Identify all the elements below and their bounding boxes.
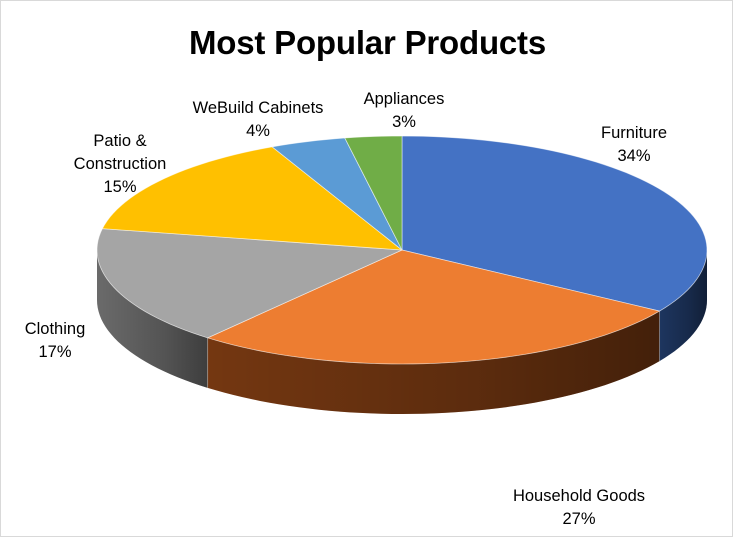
label-patio-name-1: Patio & [93, 132, 146, 150]
label-clothing-pct: 17% [38, 343, 71, 361]
pie-slice-household-goods [206, 249, 661, 365]
pie-slice-clothing [96, 228, 403, 339]
pie-slice-webuild-cabinets [271, 137, 403, 251]
label-appliances-pct: 3% [392, 113, 416, 131]
pie-sides [97, 250, 707, 414]
label-patio-pct: 15% [103, 178, 136, 196]
label-webuild-pct: 4% [246, 122, 270, 140]
label-appliances-name: Appliances [364, 90, 445, 108]
label-furniture-pct: 34% [617, 147, 650, 165]
label-furniture-name: Furniture [601, 124, 667, 142]
label-household-name: Household Goods [513, 487, 645, 505]
label-webuild-name: WeBuild Cabinets [193, 99, 324, 117]
chart-title: Most Popular Products [189, 24, 546, 61]
pie-slice-appliances [344, 135, 403, 251]
pie-side-shade-clothing [97, 250, 208, 388]
pie-slice-furniture [401, 135, 708, 312]
label-patio-name-2: Construction [74, 155, 167, 173]
pie-side-shade-household-goods [207, 311, 660, 414]
pie-tops [96, 135, 708, 365]
label-clothing-name: Clothing [25, 320, 86, 338]
label-household-pct: 27% [562, 510, 595, 528]
pie-side-shade-furniture [659, 250, 707, 362]
pie-slice-patio-construction [101, 146, 404, 251]
